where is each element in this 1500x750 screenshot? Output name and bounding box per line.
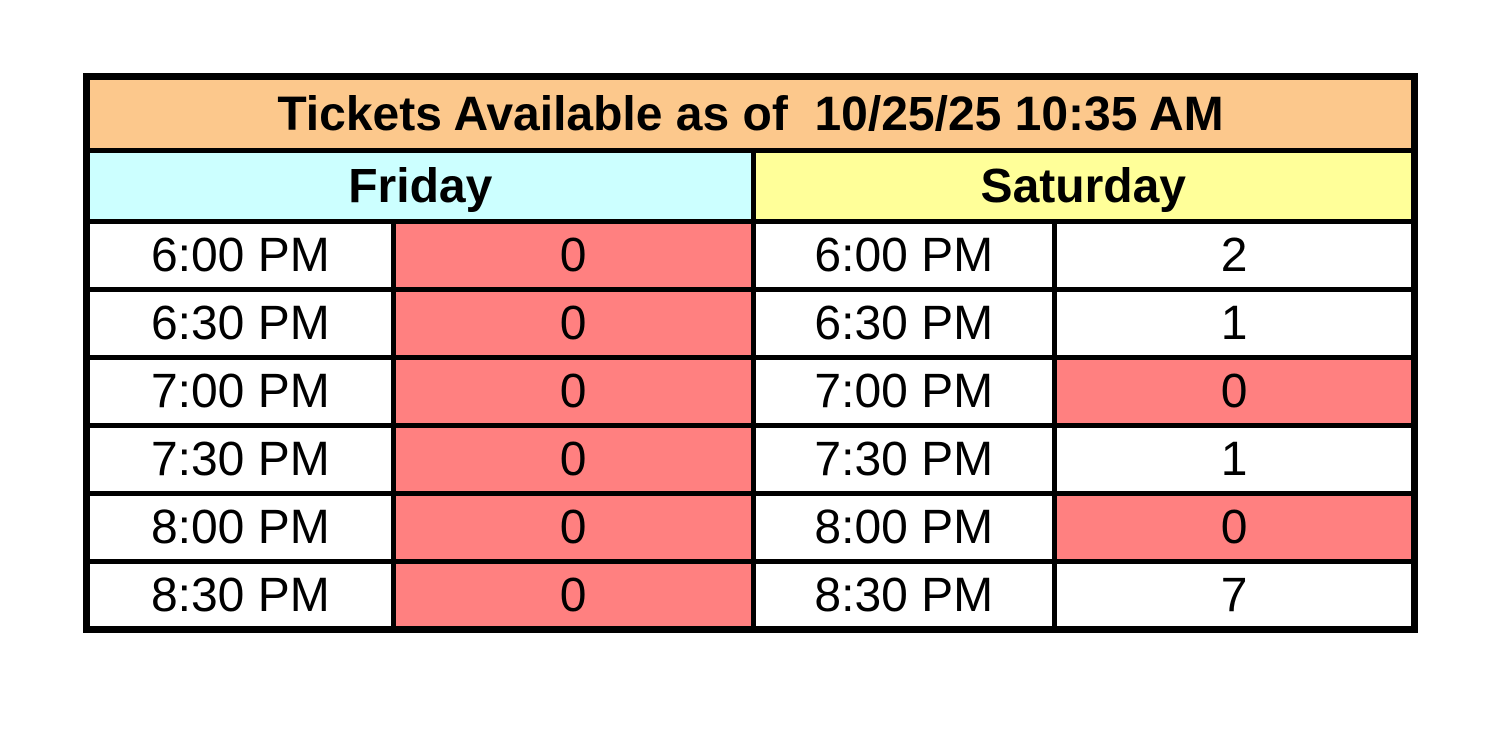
saturday-count-cell: 0 <box>1052 355 1417 428</box>
friday-count-cell: 0 <box>390 423 756 496</box>
friday-time-cell: 8:00 PM <box>84 491 396 564</box>
friday-header: Friday <box>84 148 756 224</box>
saturday-time-cell: 7:30 PM <box>750 423 1058 496</box>
friday-time-cell: 7:00 PM <box>84 355 396 428</box>
table-row: 7:30 PM 0 7:30 PM 1 <box>84 423 1417 496</box>
title-row: Tickets Available as of 10/25/25 10:35 A… <box>84 74 1417 153</box>
saturday-time-cell: 6:00 PM <box>750 219 1058 292</box>
saturday-time-cell: 8:30 PM <box>750 559 1058 632</box>
friday-time-cell: 7:30 PM <box>84 423 396 496</box>
saturday-count-cell: 1 <box>1052 287 1417 360</box>
friday-count-cell: 0 <box>390 355 756 428</box>
friday-time-cell: 6:30 PM <box>84 287 396 360</box>
saturday-time-cell: 7:00 PM <box>750 355 1058 428</box>
friday-count-cell: 0 <box>390 287 756 360</box>
saturday-time-cell: 6:30 PM <box>750 287 1058 360</box>
saturday-count-cell: 0 <box>1052 491 1417 564</box>
table-row: 6:30 PM 0 6:30 PM 1 <box>84 287 1417 360</box>
friday-time-cell: 6:00 PM <box>84 219 396 292</box>
table-row: 7:00 PM 0 7:00 PM 0 <box>84 355 1417 428</box>
saturday-count-cell: 2 <box>1052 219 1417 292</box>
table-row: 6:00 PM 0 6:00 PM 2 <box>84 219 1417 292</box>
saturday-count-cell: 1 <box>1052 423 1417 496</box>
ticket-availability-table: Tickets Available as of 10/25/25 10:35 A… <box>83 73 1418 633</box>
friday-count-cell: 0 <box>390 219 756 292</box>
saturday-count-cell: 7 <box>1052 559 1417 632</box>
saturday-header: Saturday <box>750 148 1418 224</box>
friday-count-cell: 0 <box>390 559 756 632</box>
table-title: Tickets Available as of 10/25/25 10:35 A… <box>84 74 1417 153</box>
friday-count-cell: 0 <box>390 491 756 564</box>
table-row: 8:30 PM 0 8:30 PM 7 <box>84 559 1417 632</box>
day-header-row: Friday Saturday <box>84 148 1418 224</box>
friday-time-cell: 8:30 PM <box>84 559 396 632</box>
saturday-time-cell: 8:00 PM <box>750 491 1058 564</box>
table-row: 8:00 PM 0 8:00 PM 0 <box>84 491 1417 564</box>
